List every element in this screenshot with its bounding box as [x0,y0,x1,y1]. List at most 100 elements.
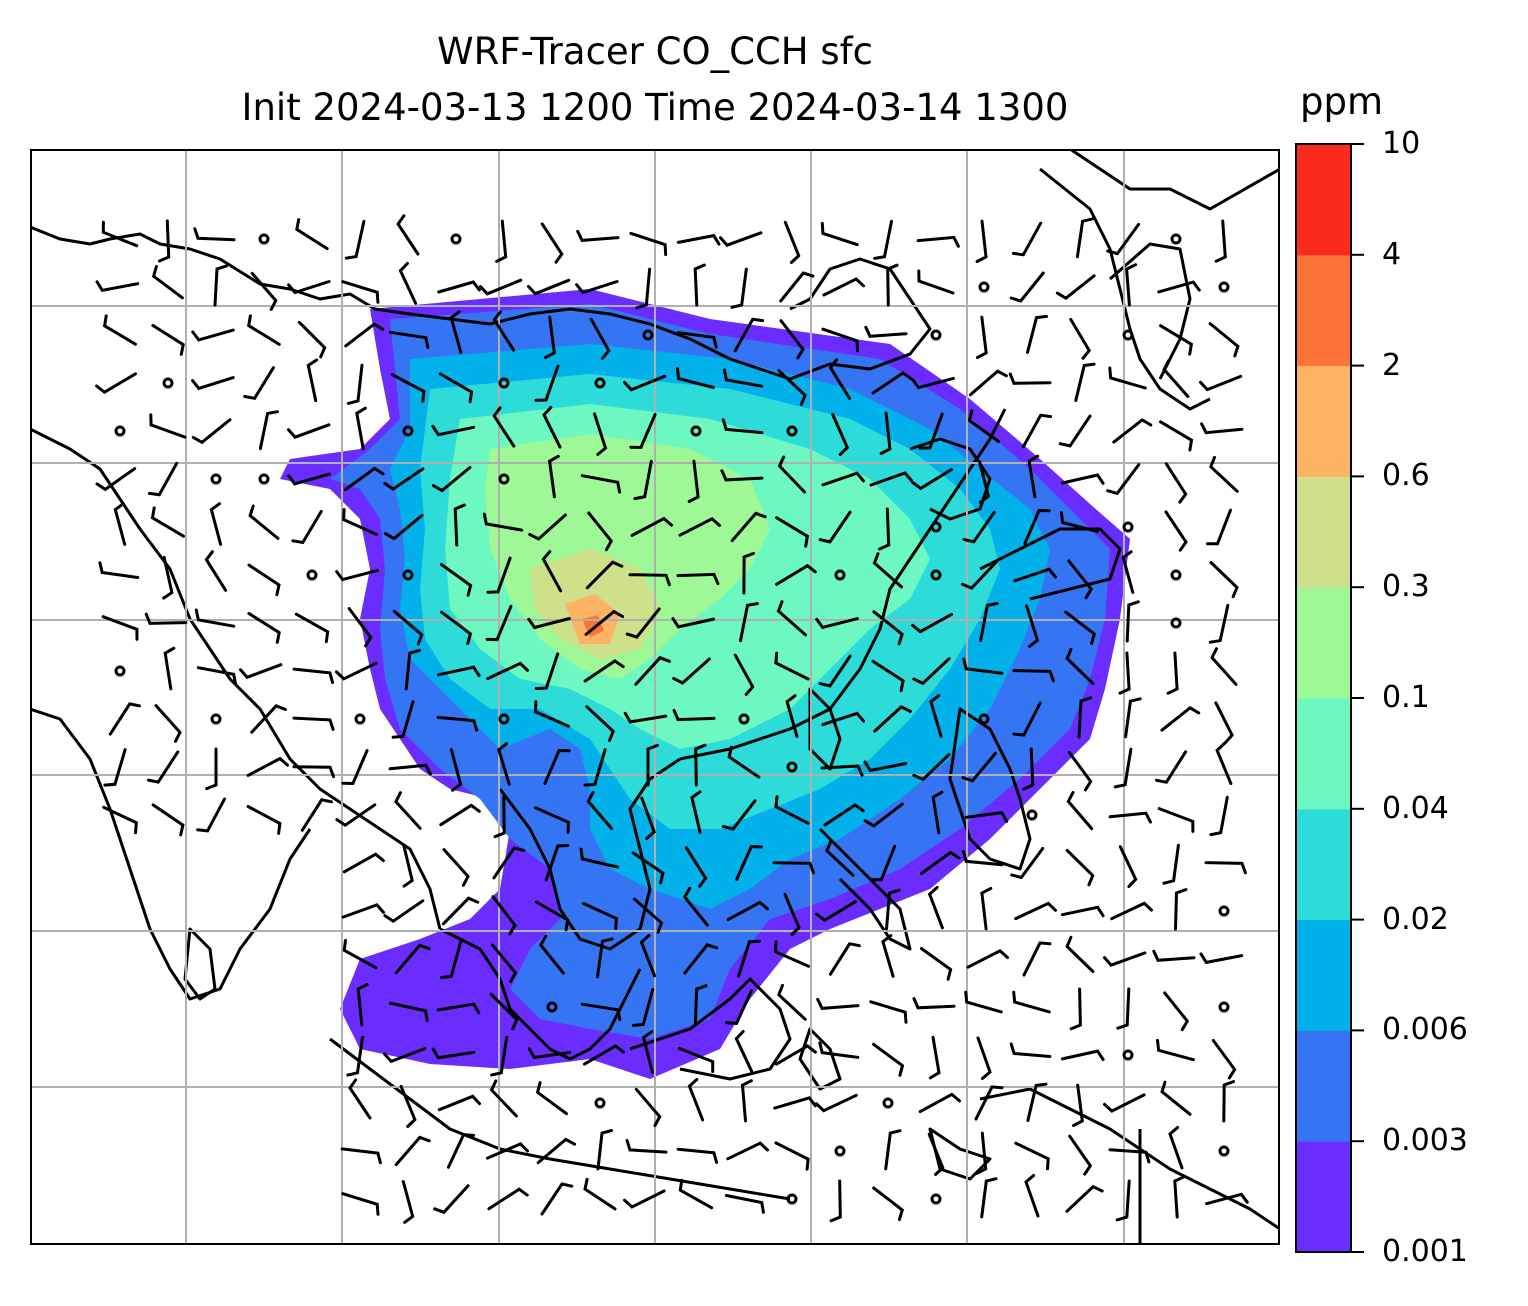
calm-wind-marker [1218,281,1230,293]
calm-wind-marker [930,329,942,341]
wind-barb [961,850,1004,867]
wind-barb [209,502,223,546]
wind-barb [540,222,564,264]
wind-barb [547,454,560,499]
wind-barb [433,1184,470,1215]
wind-barb [388,763,432,776]
wind-barb [1067,559,1094,600]
wind-barb [1014,1141,1050,1171]
calm-wind-marker [1218,1145,1230,1157]
calm-wind-marker [834,1145,846,1157]
wind-barb [151,323,185,356]
calm-wind-marker [1218,905,1230,917]
wind-barb [829,1179,842,1223]
wind-barb [482,512,524,532]
wind-barb [491,895,517,936]
wind-barb [693,984,708,1027]
wind-barb [1012,669,1055,683]
colorbar-segment [1295,254,1352,367]
wind-barb [239,663,283,680]
wind-barb [919,850,961,875]
wind-barb [927,886,944,930]
wind-barb [583,748,607,787]
wind-barb [342,938,378,970]
calm-wind-marker [498,473,510,485]
wind-barb [194,608,236,628]
wind-barb [489,1079,518,1118]
wind-barb [869,844,897,882]
wind-barb [1058,414,1092,448]
wind-barb [113,502,127,546]
wind-barb [1026,314,1048,354]
wind-barb [975,315,988,360]
wind-barb [1008,372,1052,385]
wind-barb [589,317,611,360]
wind-barb [196,797,226,833]
colorbar-segment [1295,919,1352,1031]
wind-barb [191,328,235,342]
wind-barb [335,661,378,681]
wind-barb [1024,1174,1040,1218]
wind-barb [294,612,330,644]
calm-wind-marker [258,473,270,485]
colorbar-segment [1295,698,1352,810]
wind-barb [295,218,329,251]
colorbar-tick-label: 0.3 [1382,569,1430,605]
wind-barb [583,659,625,683]
calm-wind-marker [786,1193,798,1205]
wind-barb [733,653,755,696]
wind-barb [1022,747,1035,791]
wind-barb [1124,697,1142,739]
wind-barb [341,903,385,919]
wind-barb [292,765,335,779]
wind-barb [776,600,807,637]
wind-barb [730,267,748,309]
wind-barb [163,646,176,691]
wind-barb [247,314,281,346]
wind-barb [151,803,185,837]
wind-barb [391,700,415,739]
wind-barb [479,278,523,296]
wind-barb [596,937,614,979]
wind-barb [102,805,138,835]
wind-barb [640,796,656,840]
wind-barb [1103,951,1147,967]
wind-barb [341,280,380,304]
wind-barb [629,413,657,450]
wind-barb [196,666,238,686]
wind-barb [815,900,857,923]
wind-barb [246,756,289,777]
wind-barb [1010,847,1045,880]
wind-barb [821,471,865,487]
wind-barb [449,310,463,354]
wind-barb [154,704,182,743]
wind-barb [815,1093,858,1113]
wind-barb [575,280,619,295]
wind-barb [863,760,908,773]
wind-barb [436,715,479,732]
wind-barb [1013,567,1057,583]
calm-wind-marker [1122,329,1134,341]
wind-barb [213,264,228,307]
wind-barb [818,1041,860,1059]
wind-barb [1108,1148,1151,1164]
wind-barb [733,317,765,353]
wind-barb [341,749,369,786]
wind-barb [579,847,620,869]
wind-barb [95,467,137,492]
wind-barb [886,263,899,307]
wind-barb [1174,888,1188,931]
wind-barb [250,704,287,734]
wind-barb [773,940,810,968]
wind-barb [912,753,951,782]
wind-barb [828,358,851,400]
calm-wind-marker [162,377,174,389]
wind-barb [964,810,1009,823]
wind-barb [1065,647,1095,685]
wind-barb [828,942,861,976]
wind-barb [675,367,715,389]
wind-barb [1214,701,1234,744]
coastlines [30,149,1280,1245]
wind-barb [1157,280,1201,294]
wind-barb [534,900,570,932]
